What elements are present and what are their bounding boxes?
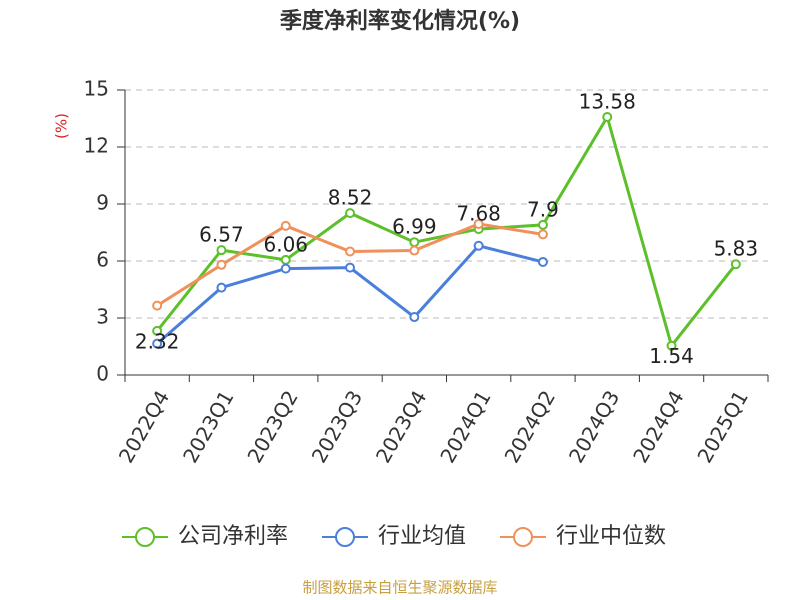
x-tick-label: 2023Q1	[178, 386, 238, 467]
legend-marker	[513, 527, 533, 547]
chart-title: 季度净利率变化情况(%)	[280, 8, 520, 34]
data-point	[152, 338, 163, 349]
data-point	[730, 259, 741, 270]
data-point	[216, 245, 227, 256]
data-point	[152, 325, 163, 336]
x-tick-label: 2024Q4	[628, 386, 688, 467]
data-point	[602, 111, 613, 122]
y-tick-label: 3	[96, 305, 109, 329]
data-point	[537, 219, 548, 230]
y-tick-label: 6	[96, 248, 109, 272]
x-tick-label: 2025Q1	[692, 386, 752, 467]
data-point	[280, 254, 291, 265]
data-point	[409, 312, 420, 323]
x-tick-label: 2023Q3	[307, 386, 367, 467]
legend-label: 行业均值	[378, 524, 466, 549]
data-point	[473, 240, 484, 251]
x-tick-label: 2022Q4	[114, 386, 174, 467]
data-label: 8.52	[328, 186, 373, 210]
data-label: 2.32	[135, 329, 180, 353]
data-point	[345, 262, 356, 273]
series-line	[155, 113, 738, 349]
data-point	[280, 263, 291, 274]
x-tick-label: 2024Q2	[500, 386, 560, 467]
data-point	[537, 229, 548, 240]
y-tick-label: 15	[84, 77, 109, 101]
x-tick-label: 2023Q2	[242, 386, 302, 467]
data-point	[345, 246, 356, 257]
data-point	[216, 282, 227, 293]
data-label: 7.9	[527, 197, 559, 221]
data-point	[280, 220, 291, 231]
data-label: 1.54	[649, 344, 694, 368]
data-label: 6.06	[263, 232, 308, 256]
y-tick-label: 9	[96, 191, 109, 215]
data-label: 7.68	[456, 202, 501, 226]
data-point	[666, 340, 677, 351]
data-point	[537, 256, 548, 267]
data-point	[473, 218, 484, 229]
data-label: 5.83	[714, 237, 759, 261]
legend-marker	[135, 527, 155, 547]
x-tick-label: 2024Q1	[435, 386, 495, 467]
y-tick-label: 0	[96, 362, 109, 386]
y-tick-label: 12	[84, 134, 109, 158]
x-tick-label: 2023Q4	[371, 386, 431, 467]
data-point	[216, 259, 227, 270]
data-point	[409, 245, 420, 256]
source-note: 制图数据来自恒生聚源数据库	[302, 579, 497, 597]
x-tick-label: 2024Q3	[564, 386, 624, 467]
data-label: 13.58	[579, 89, 636, 113]
legend-label: 公司净利率	[178, 524, 288, 549]
legend-label: 行业中位数	[556, 524, 666, 549]
data-point	[345, 208, 356, 219]
data-label: 6.57	[199, 223, 244, 247]
data-point	[152, 300, 163, 311]
data-point	[409, 237, 420, 248]
data-label: 6.99	[392, 215, 437, 239]
legend-marker	[335, 527, 355, 547]
y-axis-label: (%)	[53, 113, 71, 139]
